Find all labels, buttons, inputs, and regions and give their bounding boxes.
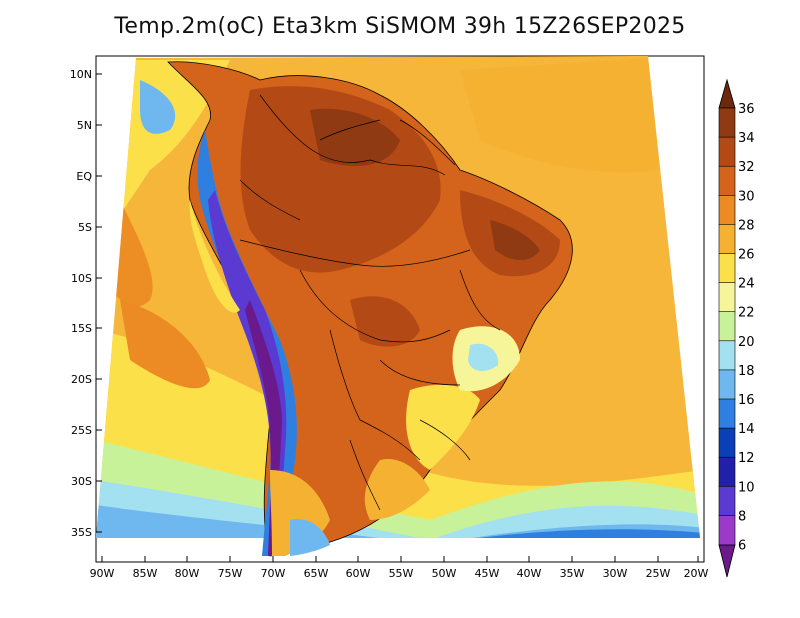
lon-label: 90W — [90, 567, 115, 580]
colorbar-label: 10 — [738, 480, 755, 495]
colorbar-swatch — [719, 166, 735, 196]
colorbar-label: 30 — [738, 189, 755, 204]
colorbar-swatch — [719, 457, 735, 487]
lon-label: 85W — [133, 567, 158, 580]
lon-label: 75W — [218, 567, 243, 580]
lon-label: 60W — [346, 567, 371, 580]
longitude-labels: 90W 85W 80W 75W 70W 65W 60W 55W 50W 45W … — [90, 567, 709, 580]
colorbar-label: 20 — [738, 335, 755, 350]
colorbar-label: 16 — [738, 393, 755, 408]
colorbar-label: 22 — [738, 306, 755, 321]
colorbar-swatch — [719, 283, 735, 313]
lon-label: 55W — [389, 567, 414, 580]
latitude-labels: 10N 5N EQ 5S 10S 15S 20S 25S 30S 35S — [70, 68, 93, 539]
lat-label: 5S — [78, 221, 92, 234]
colorbar-label: 32 — [738, 160, 755, 175]
colorbar-swatch — [719, 137, 735, 167]
lon-label: 50W — [432, 567, 457, 580]
lon-label: 25W — [646, 567, 671, 580]
lat-label: 30S — [71, 475, 92, 488]
lat-label: 25S — [71, 424, 92, 437]
lon-label: 65W — [304, 567, 329, 580]
lat-label: 10N — [70, 68, 92, 81]
lat-label: 35S — [71, 526, 92, 539]
colorbar-swatch — [719, 108, 735, 138]
lat-label: 20S — [71, 373, 92, 386]
colorbar-swatch — [719, 312, 735, 342]
colorbar-label: 24 — [738, 277, 755, 292]
colorbar-label: 36 — [738, 102, 755, 117]
colorbar-swatch — [719, 399, 735, 429]
colorbar-swatch — [719, 195, 735, 225]
colorbar-swatch — [719, 515, 735, 545]
colorbar-label: 34 — [738, 131, 755, 146]
lat-label: 5N — [77, 119, 92, 132]
lon-label: 45W — [475, 567, 500, 580]
colorbar-label: 12 — [738, 451, 755, 466]
colorbar-label: 26 — [738, 248, 755, 263]
lon-label: 70W — [261, 567, 286, 580]
colorbar-label: 6 — [738, 539, 746, 554]
lat-label: 15S — [71, 322, 92, 335]
lat-label: EQ — [76, 170, 92, 183]
colorbar-swatch — [719, 486, 735, 516]
colorbar-top-arrow — [719, 80, 735, 108]
lon-label: 35W — [560, 567, 585, 580]
colorbar-swatch — [719, 341, 735, 371]
colorbar-label: 8 — [738, 509, 746, 524]
lon-label: 80W — [175, 567, 200, 580]
colorbar-label: 14 — [738, 422, 755, 437]
lat-label: 10S — [71, 272, 92, 285]
colorbar-bottom-arrow — [719, 545, 735, 577]
lon-label: 20W — [684, 567, 709, 580]
colorbar-label: 18 — [738, 364, 755, 379]
colorbar-swatch — [719, 224, 735, 254]
lon-label: 40W — [517, 567, 542, 580]
colorbar-swatch — [719, 254, 735, 284]
colorbar: 36 34 32 30 28 26 24 22 20 18 16 14 12 10 8 6 — [719, 80, 755, 577]
colorbar-label: 28 — [738, 218, 755, 233]
lon-label: 30W — [603, 567, 628, 580]
colorbar-swatch — [719, 370, 735, 400]
colorbar-swatch — [719, 428, 735, 458]
